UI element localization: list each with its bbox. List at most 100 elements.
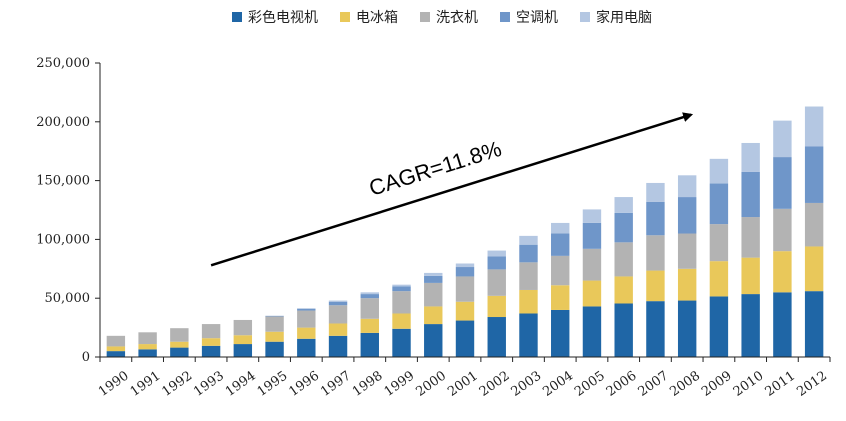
x-tick-label: 2008	[667, 368, 703, 399]
bar-segment	[424, 324, 443, 357]
legend-swatch	[232, 12, 242, 22]
bar-segment	[519, 289, 538, 314]
bar-segment	[328, 305, 348, 324]
bar-segment	[677, 233, 697, 269]
bar-segment	[138, 349, 157, 357]
bar-segment	[677, 300, 697, 357]
x-tick-label: 2000	[413, 368, 449, 399]
bar-segment	[455, 301, 475, 321]
bar-segment	[804, 146, 824, 203]
x-tick-label: 1993	[191, 368, 227, 399]
x-tick-label: 2010	[731, 368, 767, 399]
bar-segment	[106, 346, 126, 352]
x-tick-label: 1995	[255, 368, 291, 399]
bar-segment	[170, 347, 189, 357]
bar-segment	[582, 209, 602, 223]
bar-segment	[265, 315, 284, 317]
bar-segment	[804, 291, 824, 357]
legend-swatch	[500, 12, 510, 22]
bar-segment	[582, 222, 602, 249]
x-tick-label: 1991	[128, 368, 164, 399]
bar-segment	[297, 327, 316, 339]
bar-segment	[551, 285, 570, 310]
bar-segment	[773, 120, 792, 158]
bar-segment	[265, 341, 284, 357]
x-tick-label: 2012	[794, 368, 830, 399]
bar-segment	[487, 295, 506, 318]
bar-segment	[804, 202, 824, 247]
bars	[106, 106, 824, 357]
bar-segment	[201, 338, 221, 346]
x-tick-label: 1997	[318, 368, 354, 399]
bar-segment	[709, 224, 729, 262]
bar-segment	[138, 344, 157, 350]
bar-segment	[487, 250, 506, 257]
bar-segment	[392, 313, 411, 329]
legend-swatch	[580, 12, 590, 22]
x-tick-label: 2011	[763, 368, 799, 399]
bar-segment	[582, 306, 602, 357]
bar-segment	[519, 262, 538, 290]
bar-segment	[582, 280, 602, 307]
x-tick-label: 2003	[509, 368, 545, 399]
legend-label: 洗衣机	[436, 10, 478, 26]
bar-segment	[677, 268, 697, 301]
y-tick-label: 100,000	[36, 232, 90, 247]
cagr-label: CAGR=11.8%	[366, 136, 504, 201]
bar-segment	[297, 308, 316, 311]
bar-segment	[551, 233, 570, 256]
bar-segment	[424, 275, 443, 283]
y-ticks: 0 50,000 100,000 150,000 200,000 250,000	[36, 56, 100, 365]
bar-segment	[424, 272, 443, 276]
bar-segment	[455, 263, 475, 268]
bar-segment	[709, 183, 729, 225]
x-tick-label: 2006	[604, 368, 640, 399]
bar-segment	[646, 301, 665, 357]
legend-label: 空调机	[516, 10, 558, 26]
bar-segment	[709, 296, 729, 357]
bar-segment	[487, 317, 506, 357]
bar-segment	[646, 182, 665, 202]
legend-label: 彩色电视机	[248, 9, 318, 26]
bar-segment	[804, 106, 824, 147]
x-tick-label: 2005	[572, 368, 608, 399]
bar-segment	[392, 291, 411, 314]
bar-segment	[551, 255, 570, 286]
legend: 彩色电视机 电冰箱 洗衣机 空调机 家用电脑	[232, 9, 652, 26]
x-ticks: 1990199119921993199419951996199719981999…	[96, 357, 831, 400]
x-tick-label: 1994	[223, 368, 259, 399]
bar-segment	[646, 270, 665, 302]
bar-segment	[233, 319, 253, 336]
bar-segment	[709, 261, 729, 297]
bar-segment	[297, 308, 316, 309]
bar-segment	[106, 335, 126, 347]
x-tick-label: 1990	[96, 368, 132, 399]
bar-segment	[614, 242, 633, 277]
bar-segment	[424, 306, 443, 325]
bar-segment	[170, 328, 189, 342]
bar-segment	[297, 338, 316, 357]
y-tick-label: 200,000	[36, 115, 90, 130]
x-tick-label: 2004	[540, 368, 576, 399]
trend-arrow	[210, 112, 694, 267]
bar-segment	[360, 298, 379, 319]
bar-segment	[328, 300, 348, 302]
x-tick-label: 2002	[477, 368, 513, 399]
bar-segment	[773, 292, 792, 357]
bar-segment	[487, 269, 506, 296]
bar-segment	[360, 292, 379, 295]
x-tick-label: 1999	[382, 368, 418, 399]
bar-segment	[328, 301, 348, 306]
y-tick-label: 150,000	[36, 174, 90, 189]
bar-segment	[519, 313, 538, 357]
bar-segment	[646, 201, 665, 236]
bar-segment	[773, 157, 792, 209]
bar-segment	[741, 294, 760, 357]
x-tick-label: 1998	[350, 368, 386, 399]
bar-segment	[614, 197, 633, 213]
bar-segment	[614, 303, 633, 357]
bar-segment	[741, 257, 760, 295]
bar-segment	[614, 276, 633, 304]
bar-segment	[201, 324, 221, 339]
